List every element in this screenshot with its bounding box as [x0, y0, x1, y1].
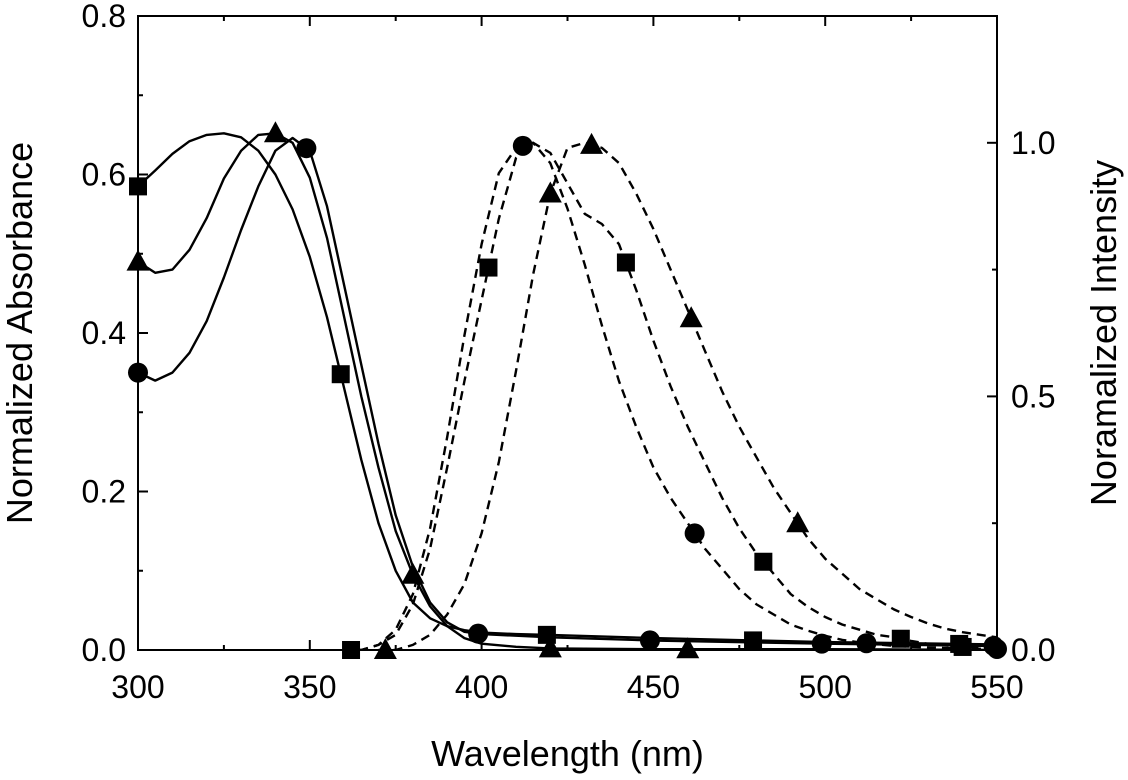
x-tick-label: 300	[111, 669, 164, 705]
y2-tick-label: 0.5	[1011, 378, 1055, 414]
plot-frame	[137, 15, 998, 651]
square-marker	[616, 253, 635, 272]
series-line-square-dashed	[344, 141, 997, 650]
x-tick-label: 400	[455, 669, 508, 705]
triangle-marker	[263, 121, 287, 143]
triangle-marker	[538, 636, 562, 658]
circle-marker	[856, 633, 877, 654]
y-tick-label: 0.4	[82, 315, 126, 351]
square-marker	[537, 625, 556, 644]
circle-marker	[684, 523, 705, 544]
y2-axis-title: Noramalized Intensity	[1083, 160, 1124, 506]
series-line-triangle-solid	[138, 132, 997, 650]
x-tick-label: 350	[283, 669, 336, 705]
square-marker	[953, 637, 972, 656]
series-line-circle-solid	[138, 136, 997, 648]
square-marker	[891, 629, 910, 648]
triangle-marker	[538, 181, 562, 203]
y2-tick-label: 0.0	[1011, 632, 1055, 668]
y-tick-label: 0.8	[82, 0, 126, 34]
y-tick-label: 0.0	[82, 632, 126, 668]
square-marker	[754, 552, 773, 571]
axis-layer: 300 350 400 450 500 5500.00.20.40.60.80.00.51…	[82, 0, 1056, 705]
x-tick-label: 450	[627, 669, 680, 705]
circle-marker	[811, 633, 832, 654]
triangle-marker	[679, 306, 703, 328]
square-marker	[331, 365, 350, 384]
square-marker	[744, 631, 763, 650]
triangle-marker	[580, 132, 604, 154]
circle-marker	[512, 135, 533, 156]
triangle-marker	[401, 562, 425, 584]
circle-marker	[468, 623, 489, 644]
y-tick-label: 0.2	[82, 474, 126, 510]
triangle-marker	[786, 511, 810, 533]
circle-marker	[296, 138, 317, 159]
series-line-triangle-dashed	[378, 141, 997, 650]
x-tick-label: 550	[970, 669, 1023, 705]
y-axis-title: Normalized Absorbance	[0, 142, 40, 524]
series-line-square-solid	[138, 132, 997, 646]
square-marker	[479, 258, 498, 277]
marker-layer	[126, 121, 1007, 659]
series-layer	[138, 132, 997, 650]
triangle-marker	[373, 638, 397, 659]
circle-marker	[639, 630, 660, 651]
y-tick-label: 0.6	[82, 157, 126, 193]
x-tick-label: 500	[799, 669, 852, 705]
triangle-marker	[676, 637, 700, 659]
x-axis-title: Wavelength (nm)	[431, 733, 704, 774]
series-line-circle-dashed	[344, 141, 997, 650]
y2-tick-label: 1.0	[1011, 125, 1055, 161]
